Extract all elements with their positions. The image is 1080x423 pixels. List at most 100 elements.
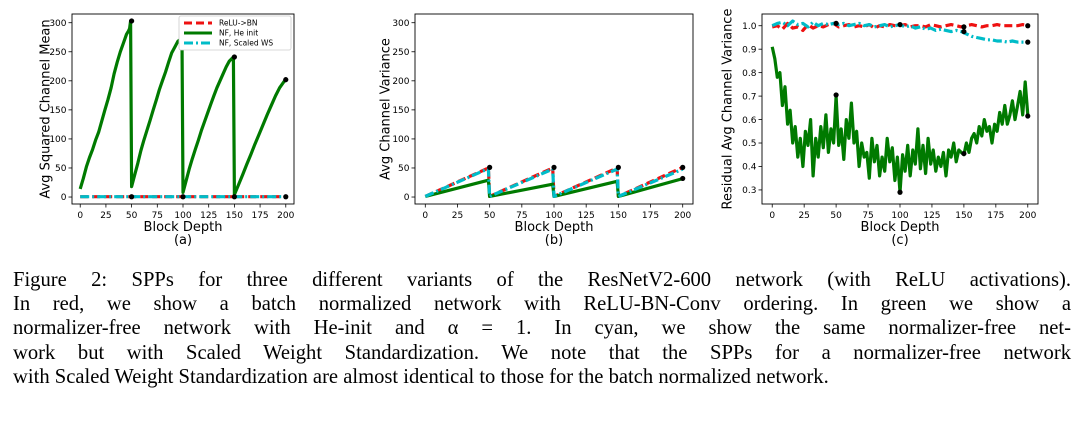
y-axis-label: Avg Channel Variance — [379, 38, 394, 180]
x-tick-label: 0 — [769, 211, 775, 221]
x-axis-label: Block Depth — [144, 220, 223, 235]
series-line — [424, 167, 684, 198]
data-marker — [961, 150, 967, 157]
legend-entry-label: NF, Scaled WS — [219, 39, 273, 48]
x-tick-label: 175 — [251, 211, 268, 221]
caption-line: with Scaled Weight Standardization are a… — [13, 365, 829, 388]
caption-line: Figure 2: SPPs for three different varia… — [13, 269, 1071, 291]
y-axis-label: Avg Squared Channel Mean — [39, 19, 54, 198]
y-tick-label: 100 — [392, 135, 409, 145]
data-marker — [961, 28, 967, 35]
data-marker — [551, 164, 557, 170]
x-tick-label: 100 — [891, 211, 908, 221]
panel-c: 0 25 50 75 100 125 150 175 200 0.3 0.4 0.5 0.6 0.7 0.8… — [720, 0, 1080, 250]
y-tick-label: 0.7 — [742, 92, 756, 102]
panel-b: 0 25 50 75 100 125 150 175 200 0 50 100 150 200 250 300… — [360, 0, 720, 250]
y-tick-label: 150 — [392, 106, 409, 116]
y-tick-label: 300 — [392, 19, 409, 29]
y-tick-label: 0.9 — [742, 45, 757, 55]
data-marker — [180, 194, 186, 200]
x-tick-label: 25 — [798, 211, 809, 221]
data-marker — [283, 77, 289, 83]
x-tick-label: 200 — [277, 211, 294, 221]
x-tick-label: 125 — [578, 211, 595, 221]
y-tick-label: 200 — [392, 77, 409, 87]
x-tick-label: 100 — [174, 211, 191, 221]
caption-line: work but with Scaled Weight Standardizat… — [13, 341, 1071, 364]
data-marker — [231, 54, 237, 60]
y-tick-label: 150 — [49, 106, 66, 116]
x-tick-label: 200 — [1019, 211, 1036, 221]
x-tick-label: 0 — [422, 211, 428, 221]
panel-a: 0 25 50 75 100 125 150 175 200 0 50 100 150 200 250 300… — [0, 0, 360, 250]
data-marker — [833, 20, 839, 26]
data-marker — [1025, 39, 1031, 45]
x-tick-label: 50 — [830, 211, 842, 221]
chart-c: 0 25 50 75 100 125 150 175 200 0.3 0.4 0.5 0.6 0.7 0.8… — [721, 9, 1039, 248]
figure: 0 25 50 75 100 125 150 175 200 0 50 100 150 200 250 300… — [0, 0, 1080, 250]
data-marker — [961, 24, 967, 30]
x-tick-label: 175 — [642, 211, 659, 221]
x-tick-label: 75 — [516, 211, 527, 221]
data-marker — [833, 92, 839, 98]
legend-entry-label: ReLU->BN — [219, 19, 258, 28]
y-tick-label: 50 — [55, 164, 67, 174]
caption-line: normalizer-free network with He-init and… — [13, 317, 1071, 340]
subfigure-label: (c) — [891, 233, 908, 248]
figure-caption: Figure 2: SPPs for three different varia… — [13, 268, 1071, 389]
y-tick-label: 0.3 — [742, 186, 756, 196]
data-marker — [487, 164, 493, 170]
x-tick-label: 50 — [126, 211, 138, 221]
data-marker — [897, 189, 903, 195]
data-marker — [129, 18, 135, 24]
legend-entry-label: NF, He init — [219, 29, 258, 38]
data-marker — [897, 21, 903, 28]
y-tick-label: 100 — [49, 135, 66, 145]
x-tick-label: 75 — [862, 211, 873, 221]
x-tick-label: 25 — [100, 211, 111, 221]
subfigure-label: (b) — [545, 233, 563, 248]
x-tick-label: 200 — [674, 211, 691, 221]
y-tick-label: 250 — [49, 48, 66, 58]
data-marker — [129, 194, 135, 200]
y-axis-label: Residual Avg Channel Variance — [721, 9, 736, 210]
x-tick-label: 125 — [923, 211, 940, 221]
caption-line: In red, we show a batch normalized netwo… — [13, 293, 1071, 316]
y-tick-label: 250 — [392, 48, 409, 58]
y-tick-label: 0.6 — [742, 116, 757, 126]
y-tick-label: 200 — [49, 77, 66, 87]
y-tick-label: 0 — [404, 193, 410, 203]
data-marker — [231, 194, 237, 200]
y-tick-label: 0.4 — [742, 163, 757, 173]
x-tick-label: 75 — [152, 211, 163, 221]
y-tick-label: 50 — [398, 164, 410, 174]
x-tick-label: 175 — [987, 211, 1004, 221]
y-tick-label: 0 — [61, 193, 67, 203]
x-tick-label: 100 — [545, 211, 562, 221]
x-axis-label: Block Depth — [515, 220, 594, 235]
x-tick-label: 150 — [226, 211, 243, 221]
x-tick-label: 25 — [452, 211, 463, 221]
data-marker — [1025, 113, 1031, 119]
y-tick-label: 0.5 — [742, 139, 756, 149]
data-marker — [680, 175, 686, 182]
data-marker — [680, 164, 686, 170]
subfigure-label: (a) — [174, 233, 192, 248]
series-line — [78, 19, 287, 197]
data-marker — [615, 164, 621, 170]
chart-b: 0 25 50 75 100 125 150 175 200 0 50 100 150 200 250 300… — [379, 13, 694, 248]
y-tick-label: 300 — [49, 19, 66, 29]
x-tick-label: 0 — [77, 211, 83, 221]
data-marker — [283, 194, 289, 200]
x-tick-label: 125 — [200, 211, 217, 221]
data-marker — [1025, 23, 1031, 29]
x-tick-label: 150 — [610, 211, 627, 221]
x-axis-label: Block Depth — [861, 220, 940, 235]
x-tick-label: 150 — [955, 211, 972, 221]
chart-a: 0 25 50 75 100 125 150 175 200 0 50 100 150 200 250 300… — [39, 13, 295, 248]
y-tick-label: 1.0 — [742, 22, 757, 32]
series-line — [770, 46, 1030, 194]
x-tick-label: 50 — [484, 211, 496, 221]
y-tick-label: 0.8 — [742, 69, 757, 79]
